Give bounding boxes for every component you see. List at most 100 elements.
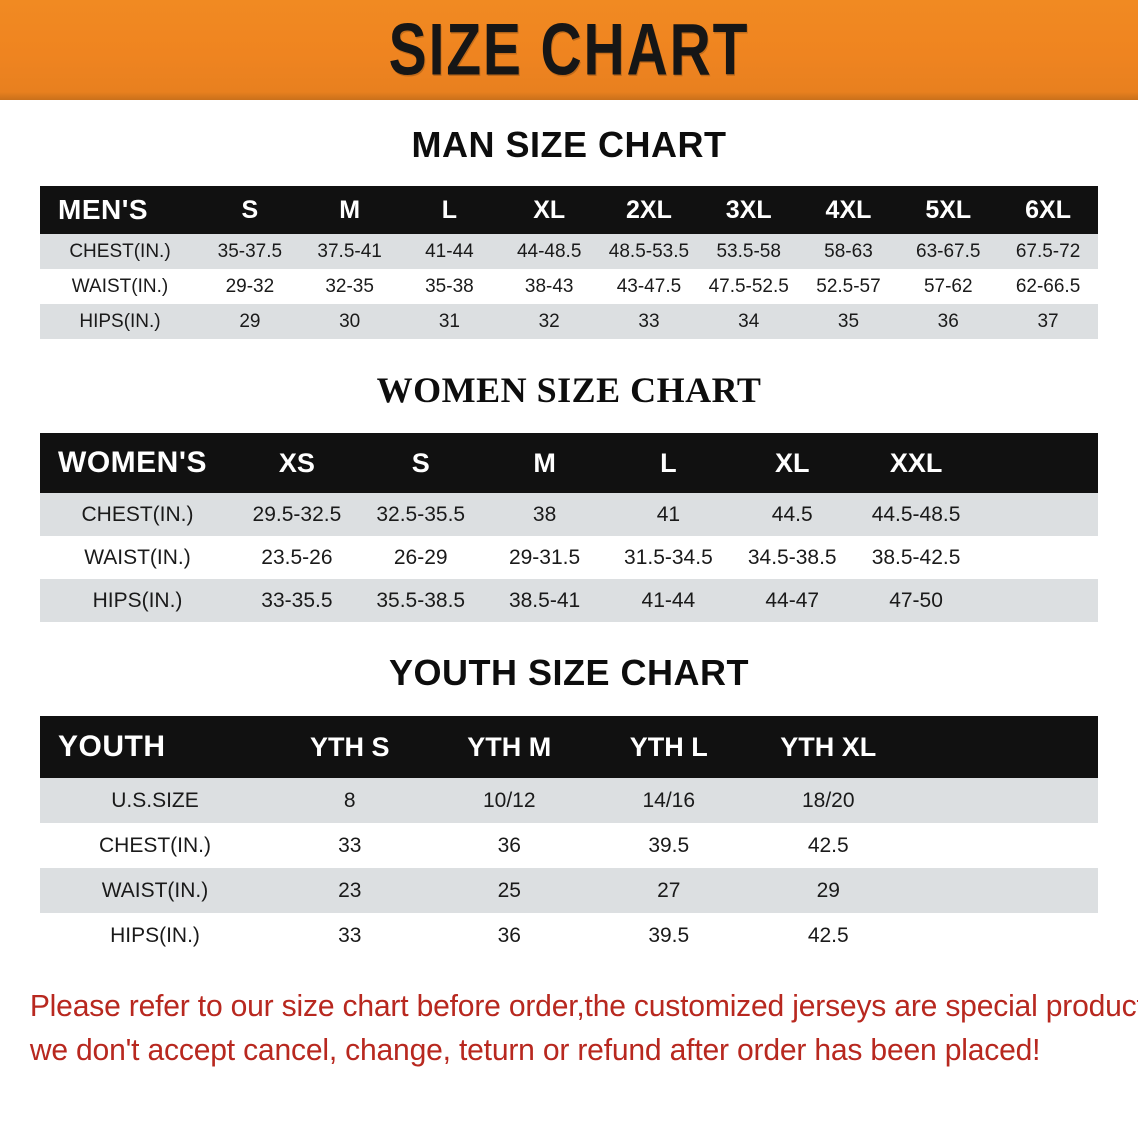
youth-cell: 14/16 xyxy=(642,788,696,812)
man-size-chart: MEN'S S M L XL 2XL 3XL 4XL 5XL 6XL CHEST(IN.) 35-3… xyxy=(40,186,1098,339)
man-size-table: MEN'S S M L XL 2XL 3XL 4XL 5XL 6XL CHEST(IN.) 35-3… xyxy=(40,186,1098,339)
table-row: WAIST(IN.) 29-32 32-35 35-38 38-43 43-47.5 47.… xyxy=(40,269,1098,304)
women-column-header: XS xyxy=(278,447,315,478)
men-column-header: M xyxy=(339,195,361,224)
men-cell: 32-35 xyxy=(325,275,374,297)
youth-column-header: YTH M xyxy=(467,731,552,762)
man-table-body: CHEST(IN.) 35-37.5 37.5-41 41-44 44-48.5 48.5… xyxy=(40,234,1098,339)
men-cell: 52.5-57 xyxy=(816,275,881,297)
men-cell: 37.5-41 xyxy=(317,240,382,262)
table-row: U.S.SIZE 8 10/12 14/16 18/20 xyxy=(40,778,1098,823)
men-row-label: CHEST(IN.) xyxy=(69,240,171,262)
youth-cell-empty xyxy=(908,868,1098,913)
women-column-header: XXL xyxy=(889,447,943,478)
women-size-table: WOMEN'S XS S M L XL XXL CHEST(IN.) 29.5-32.5 32.… xyxy=(40,433,1098,622)
women-cell: 29-31.5 xyxy=(508,545,581,569)
table-row: WAIST(IN.) 23 25 27 29 xyxy=(40,868,1098,913)
women-cell: 23.5-26 xyxy=(261,545,333,569)
men-header-row: MEN'S S M L XL 2XL 3XL 4XL 5XL 6XL xyxy=(40,186,1098,234)
women-corner-label: WOMEN'S xyxy=(58,446,207,479)
women-cell: 29.5-32.5 xyxy=(252,502,342,526)
table-row: HIPS(IN.) 29 30 31 32 33 34 35 36 37 xyxy=(40,304,1098,339)
youth-cell: 23 xyxy=(338,878,362,902)
women-row-label: HIPS(IN.) xyxy=(92,588,183,612)
women-cell: 44.5 xyxy=(771,502,813,526)
youth-size-table: YOUTH YTH S YTH M YTH L YTH XL U.S.SIZE 8 10/1… xyxy=(40,716,1098,958)
women-column-header-empty xyxy=(978,433,1098,493)
youth-row-label: WAIST(IN.) xyxy=(101,878,209,902)
women-table-head: WOMEN'S XS S M L XL XXL xyxy=(40,433,1098,493)
youth-cell: 36 xyxy=(497,833,521,857)
women-cell: 35.5-38.5 xyxy=(376,588,466,612)
men-cell: 37 xyxy=(1037,310,1059,332)
men-cell: 34 xyxy=(738,310,760,332)
youth-cell-empty xyxy=(908,823,1098,868)
women-section-title: WOMEN SIZE CHART xyxy=(376,370,762,410)
women-cell-empty xyxy=(978,536,1098,579)
youth-cell: 27 xyxy=(657,878,681,902)
table-row: CHEST(IN.) 29.5-32.5 32.5-35.5 38 41 44.5 44.5… xyxy=(40,493,1098,536)
youth-row-label: CHEST(IN.) xyxy=(99,833,211,857)
men-column-header: 6XL xyxy=(1025,195,1071,224)
men-column-header: 5XL xyxy=(925,195,972,224)
men-cell: 48.5-53.5 xyxy=(608,240,690,262)
youth-column-header-empty xyxy=(908,716,1098,778)
disclaimer-line-2: we don't accept cancel, change, teturn o… xyxy=(29,1032,1041,1067)
table-row: CHEST(IN.) 35-37.5 37.5-41 41-44 44-48.5 48.5… xyxy=(40,234,1098,269)
women-row-label: WAIST(IN.) xyxy=(84,545,191,569)
order-disclaimer: Please refer to our size chart before or… xyxy=(24,984,1138,1072)
men-cell: 36 xyxy=(937,310,959,332)
page-banner: SIZE CHART xyxy=(0,0,1138,100)
women-cell: 38.5-41 xyxy=(508,588,581,612)
youth-cell: 10/12 xyxy=(482,788,536,812)
men-cell: 43-47.5 xyxy=(616,275,682,297)
women-cell: 38.5-42.5 xyxy=(871,545,961,569)
men-column-header: S xyxy=(241,195,259,224)
men-cell: 29 xyxy=(239,310,261,332)
table-row: WAIST(IN.) 23.5-26 26-29 29-31.5 31.5-34.5 34… xyxy=(40,536,1098,579)
women-cell: 41 xyxy=(656,502,681,526)
youth-cell: 29 xyxy=(816,878,840,902)
men-cell: 41-44 xyxy=(425,240,474,262)
men-cell: 29-32 xyxy=(225,275,275,297)
youth-cell-empty xyxy=(908,778,1098,823)
youth-cell: 18/20 xyxy=(801,788,855,812)
youth-cell: 25 xyxy=(497,878,521,902)
man-table-head: MEN'S S M L XL 2XL 3XL 4XL 5XL 6XL xyxy=(40,186,1098,234)
women-column-header: S xyxy=(411,447,430,478)
youth-column-header: YTH L xyxy=(629,731,708,762)
youth-table-body: U.S.SIZE 8 10/12 14/16 18/20 CHEST(IN.) 33 36 3… xyxy=(40,778,1098,958)
youth-corner-label: YOUTH xyxy=(58,730,166,763)
men-row-label: HIPS(IN.) xyxy=(79,310,161,332)
women-row-label: CHEST(IN.) xyxy=(81,502,194,526)
youth-column-header: YTH S xyxy=(309,731,390,762)
youth-table-head: YOUTH YTH S YTH M YTH L YTH XL xyxy=(40,716,1098,778)
women-cell: 47-50 xyxy=(889,588,943,612)
youth-column-header: YTH XL xyxy=(780,731,877,762)
youth-cell: 42.5 xyxy=(807,923,849,947)
men-corner-label: MEN'S xyxy=(58,194,149,225)
men-row-label: WAIST(IN.) xyxy=(71,275,169,297)
women-cell: 41-44 xyxy=(641,588,696,612)
men-cell: 33 xyxy=(638,310,660,332)
women-cell: 34.5-38.5 xyxy=(747,545,837,569)
women-cell: 44.5-48.5 xyxy=(871,502,961,526)
men-cell: 35-37.5 xyxy=(217,240,283,262)
men-cell: 38-43 xyxy=(524,275,574,297)
disclaimer-line-1: Please refer to our size chart before or… xyxy=(29,988,1138,1023)
youth-header-row: YOUTH YTH S YTH M YTH L YTH XL xyxy=(40,716,1098,778)
men-cell: 44-48.5 xyxy=(516,240,582,262)
youth-cell: 8 xyxy=(343,788,356,812)
women-column-header: L xyxy=(660,447,677,478)
men-cell: 31 xyxy=(438,310,460,332)
table-row: HIPS(IN.) 33-35.5 35.5-38.5 38.5-41 41-44 44-… xyxy=(40,579,1098,622)
table-row: HIPS(IN.) 33 36 39.5 42.5 xyxy=(40,913,1098,958)
youth-cell: 42.5 xyxy=(807,833,849,857)
men-column-header: 4XL xyxy=(825,195,872,224)
men-column-header: 3XL xyxy=(725,195,772,224)
women-cell: 44-47 xyxy=(765,588,820,612)
women-header-row: WOMEN'S XS S M L XL XXL xyxy=(40,433,1098,493)
women-cell: 32.5-35.5 xyxy=(376,502,466,526)
youth-row-label: U.S.SIZE xyxy=(111,788,199,812)
men-column-header: XL xyxy=(533,195,566,224)
